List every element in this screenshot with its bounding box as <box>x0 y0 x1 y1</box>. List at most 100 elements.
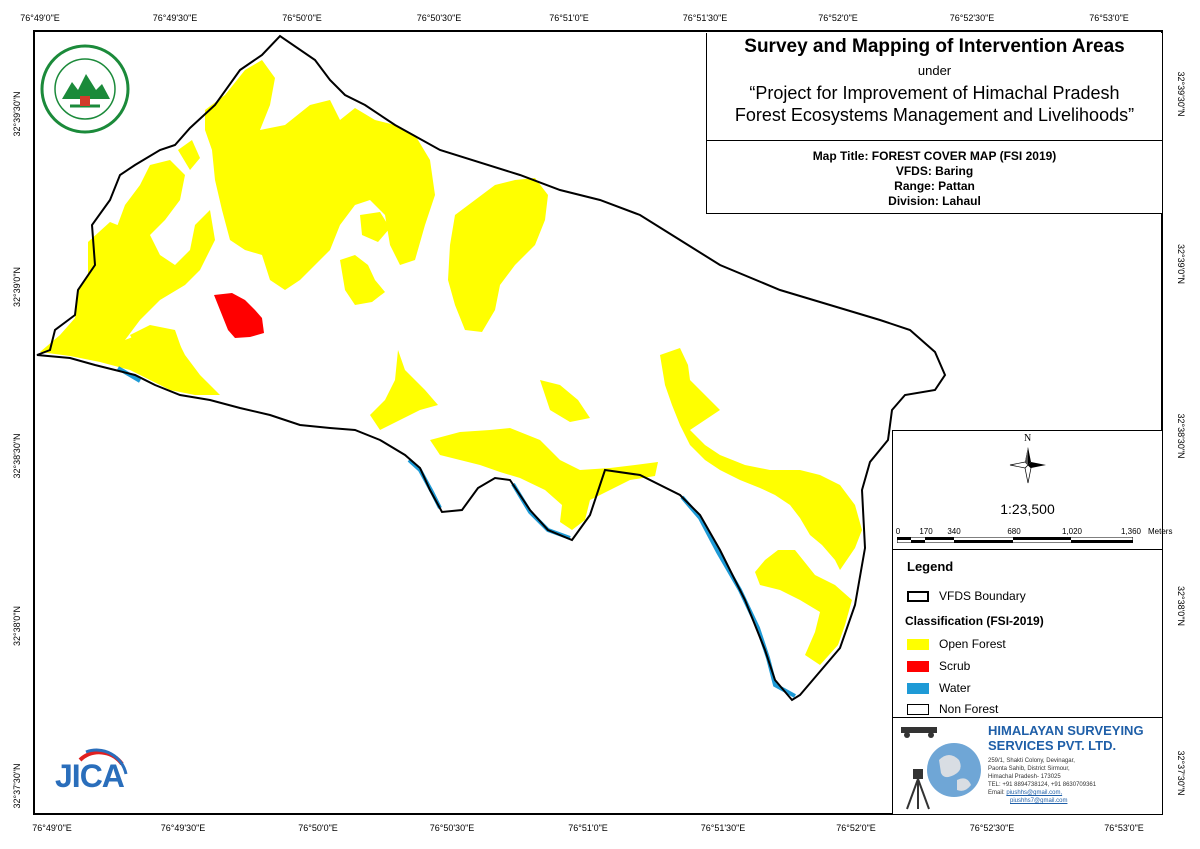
open-forest-patch <box>360 212 390 242</box>
email-link-2[interactable]: piushhs7@gmail.com <box>1010 798 1068 804</box>
project-line-2: Forest Ecosystems Management and Livelih… <box>734 105 1135 125</box>
scalebar-tick-label: 340 <box>947 527 961 536</box>
scalebar-tick-label: 1,360 <box>1120 527 1142 536</box>
legend-label: Non Forest <box>939 702 999 716</box>
legend-class-row: Water <box>907 681 971 695</box>
map-canvas <box>36 34 947 702</box>
company-block: HIMALAYAN SURVEYING SERVICES PVT. LTD. 2… <box>893 717 1162 815</box>
legend-class-row: Scrub <box>907 659 970 673</box>
address-line: Himachal Pradesh- 173025 <box>988 774 1061 780</box>
legend-label: Scrub <box>939 659 971 673</box>
boundary-swatch <box>907 590 929 602</box>
vfds-boundary-outline <box>36 34 947 702</box>
company-name-line-2: SERVICES PVT. LTD. <box>988 738 1117 753</box>
range-line: Range: Pattan <box>894 179 975 193</box>
legend: Legend VFDS Boundary Classification (FSI… <box>893 549 1162 718</box>
water-swatch <box>907 682 929 694</box>
legend-title: Legend <box>907 559 954 574</box>
email-label: Email: <box>988 790 1005 796</box>
title-under: under <box>917 63 952 78</box>
open-forest-patch <box>660 348 862 570</box>
top-tick: 76°53'0"E <box>1089 13 1129 23</box>
bottom-tick: 76°52'0"E <box>836 823 876 833</box>
open-forest-patch <box>430 428 658 530</box>
scalebar-tick-label: 1,020 <box>1061 527 1083 536</box>
left-tick: 32°37'30"N <box>12 763 22 809</box>
legend-label: Open Forest <box>939 637 1006 651</box>
open-forest-patch <box>205 60 435 290</box>
top-tick: 76°52'30"E <box>949 13 995 23</box>
open-forest-patch <box>540 380 590 422</box>
jica-logo <box>78 748 128 775</box>
company-name-line-1: HIMALAYAN SURVEYING <box>988 723 1144 738</box>
hp-forest-department-logo <box>40 44 130 134</box>
map-main-title: Survey and Mapping of Intervention Areas <box>744 36 1125 57</box>
right-tick: 32°38'0"N <box>1176 585 1186 627</box>
top-tick: 76°50'30"E <box>416 13 462 23</box>
bottom-tick: 76°49'0"E <box>32 823 72 833</box>
company-logo <box>901 727 981 810</box>
north-arrow-icon <box>1009 447 1046 484</box>
email-link-1[interactable]: piushhs@gmail.com, <box>1006 790 1063 796</box>
open-forest-swatch <box>907 638 929 650</box>
bottom-tick: 76°49'30"E <box>160 823 206 833</box>
top-tick: 76°49'30"E <box>152 13 198 23</box>
scrub-patch <box>214 293 264 338</box>
vfds-line: VFDS: Baring <box>895 164 974 178</box>
open-forest-patch <box>178 140 200 170</box>
bottom-tick: 76°50'0"E <box>298 823 338 833</box>
address-line: Paonta Sahib, District Sirmour, <box>988 766 1070 772</box>
bottom-tick: 76°51'30"E <box>700 823 746 833</box>
open-forest-patch <box>88 222 130 310</box>
open-forest-patch <box>370 350 438 430</box>
classification-title: Classification (FSI-2019) <box>905 614 1044 628</box>
right-tick: 32°38'30"N <box>1176 413 1186 459</box>
map-title-line: Map Title: FOREST COVER MAP (FSI 2019) <box>812 149 1057 163</box>
right-tick: 32°37'30"N <box>1176 750 1186 796</box>
legend-boundary-row: VFDS Boundary <box>907 589 1026 603</box>
open-forest-patch <box>755 550 852 665</box>
legend-class-row: Open Forest <box>907 637 1006 651</box>
jica-wordmark: JICA <box>55 758 125 794</box>
left-tick: 32°38'0"N <box>12 605 22 647</box>
top-tick: 76°51'30"E <box>682 13 728 23</box>
scalebar <box>897 537 1133 543</box>
north-scale-box: N 1:23,500 0 170 340 680 1,020 1,360 Met… <box>893 431 1172 550</box>
telephone-line: TEL: +91 8894738124, +91 8630709361 <box>988 782 1097 788</box>
project-line-1: “Project for Improvement of Himachal Pra… <box>749 83 1120 103</box>
top-tick: 76°51'0"E <box>549 13 589 23</box>
legend-class-row: Non Forest <box>907 702 998 716</box>
company-name: HIMALAYAN SURVEYING SERVICES PVT. LTD. <box>988 723 1144 753</box>
open-forest-patch <box>448 178 548 332</box>
top-tick: 76°50'0"E <box>282 13 322 23</box>
map-side-panel: N 1:23,500 0 170 340 680 1,020 1,360 Met… <box>892 430 1172 815</box>
legend-label: VFDS Boundary <box>939 589 1026 603</box>
scalebar-tick-label: 680 <box>1007 527 1021 536</box>
left-tick: 32°39'30"N <box>12 91 22 137</box>
scalebar-tick-label: 0 <box>895 527 901 536</box>
map-info-block: Map Title: FOREST COVER MAP (FSI 2019) V… <box>706 141 1162 214</box>
scalebar-unit: Meters <box>1148 527 1173 536</box>
left-tick: 32°39'0"N <box>12 266 22 308</box>
bottom-tick: 76°52'30"E <box>969 823 1015 833</box>
scrub-swatch <box>907 660 929 672</box>
scalebar-tick-label: 170 <box>919 527 933 536</box>
left-tick: 32°38'30"N <box>12 433 22 479</box>
bottom-tick: 76°50'30"E <box>429 823 475 833</box>
email-line: Email: piushhs@gmail.com, <box>988 789 1096 797</box>
bottom-tick: 76°51'0"E <box>568 823 608 833</box>
email-line-2: piushhs7@gmail.com <box>988 797 1096 805</box>
division-line: Division: Lahaul <box>888 194 981 208</box>
bottom-tick: 76°53'0"E <box>1104 823 1144 833</box>
non-forest-swatch <box>907 703 929 715</box>
legend-label: Water <box>939 681 971 695</box>
open-forest-patch <box>130 325 182 368</box>
north-label: N <box>1024 433 1032 444</box>
address-line: 259/1, Shakti Colony, Devinagar, <box>988 758 1075 764</box>
title-block: Survey and Mapping of Intervention Areas… <box>706 33 1162 141</box>
map-frame <box>33 30 1163 815</box>
top-tick: 76°52'0"E <box>818 13 858 23</box>
open-forest-patch <box>340 255 385 305</box>
scale-ratio: 1:23,500 <box>1000 501 1055 517</box>
right-tick: 32°39'30"N <box>1176 71 1186 117</box>
